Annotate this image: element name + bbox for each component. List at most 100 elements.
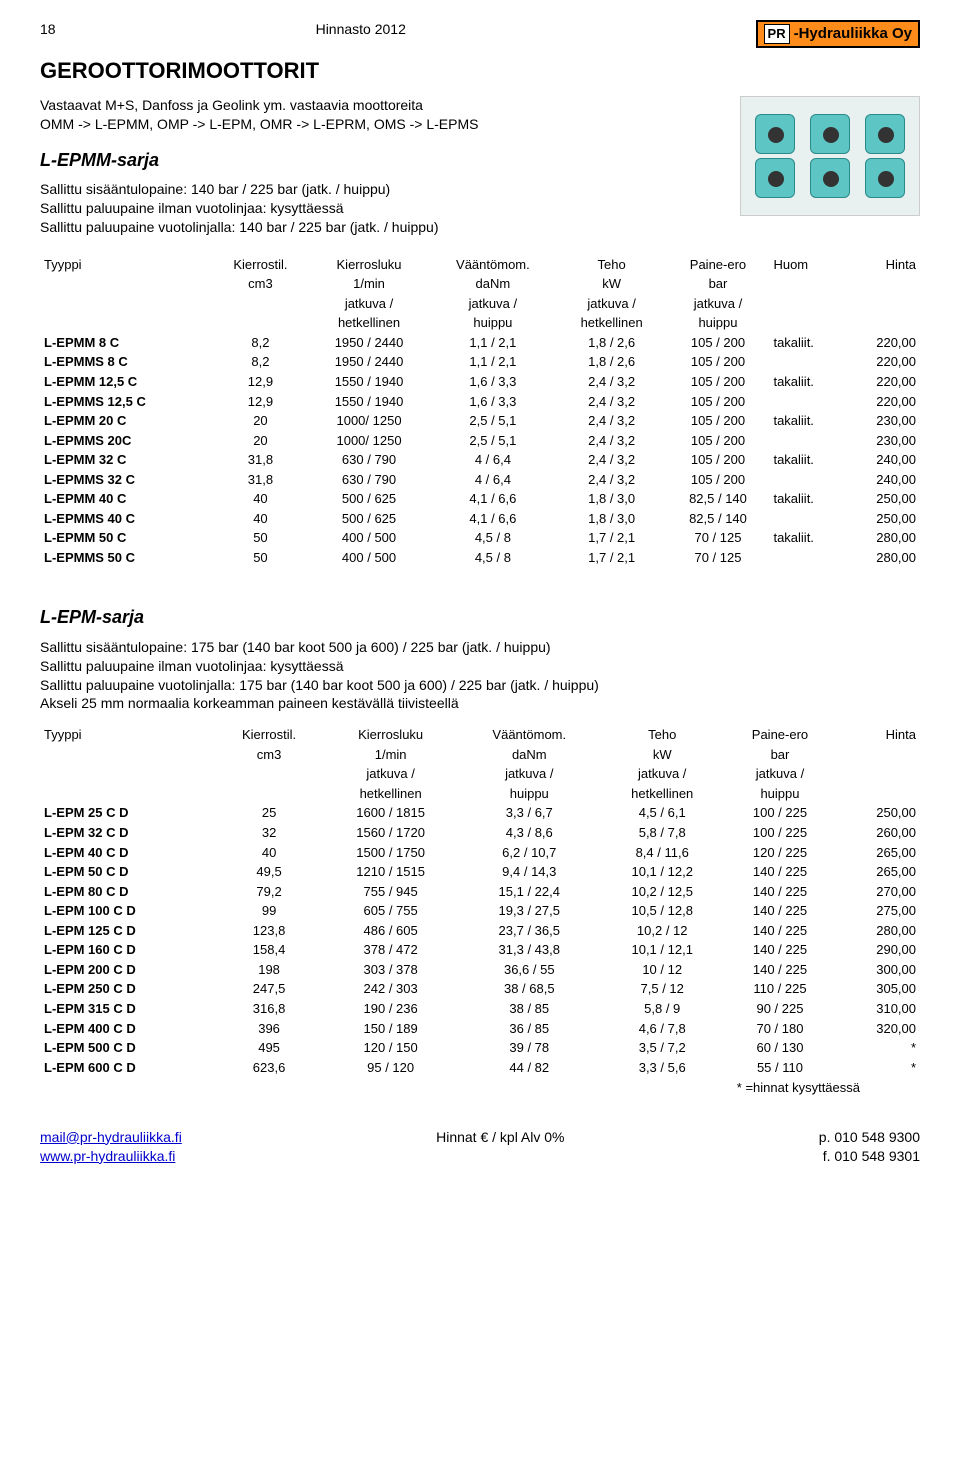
doc-title: Hinnasto 2012 bbox=[316, 20, 406, 39]
intro-block: Vastaavat M+S, Danfoss ja Geolink ym. va… bbox=[40, 96, 478, 134]
column-header: jatkuva / bbox=[667, 294, 770, 314]
column-header: Teho bbox=[557, 255, 667, 275]
table-cell: 8,2 bbox=[212, 352, 309, 372]
column-header: jatkuva / bbox=[309, 294, 429, 314]
table-cell: 2,4 / 3,2 bbox=[557, 470, 667, 490]
column-header: 1/min bbox=[309, 274, 429, 294]
table-row: L-EPMMS 40 C40500 / 6254,1 / 6,61,8 / 3,… bbox=[40, 509, 920, 529]
footer-phone: p. 010 548 9300 bbox=[819, 1129, 920, 1145]
table-cell: 260,00 bbox=[836, 823, 920, 843]
table-cell: 605 / 755 bbox=[324, 901, 458, 921]
table-cell: 49,5 bbox=[215, 862, 324, 882]
table-cell: 105 / 200 bbox=[667, 352, 770, 372]
column-header: Teho bbox=[601, 725, 724, 745]
table-cell: 630 / 790 bbox=[309, 470, 429, 490]
table-cell: 198 bbox=[215, 960, 324, 980]
table-cell: 290,00 bbox=[836, 940, 920, 960]
table-cell: 270,00 bbox=[836, 882, 920, 902]
table-cell: 5,8 / 7,8 bbox=[601, 823, 724, 843]
footer-email-link[interactable]: mail@pr-hydrauliikka.fi bbox=[40, 1129, 182, 1145]
column-header: 1/min bbox=[324, 745, 458, 765]
column-header: hetkellinen bbox=[324, 784, 458, 804]
table-cell: 303 / 378 bbox=[324, 960, 458, 980]
page-title: GEROOTTORIMOOTTORIT bbox=[40, 56, 920, 86]
table-cell: 1,6 / 3,3 bbox=[429, 392, 557, 412]
table-cell: 230,00 bbox=[845, 431, 920, 451]
column-header bbox=[845, 294, 920, 314]
table-row: L-EPM 160 C D158,4378 / 47231,3 / 43,810… bbox=[40, 940, 920, 960]
table-cell: 8,2 bbox=[212, 333, 309, 353]
table-cell: 2,4 / 3,2 bbox=[557, 372, 667, 392]
table-cell: 50 bbox=[212, 548, 309, 568]
table-cell: L-EPMM 20 C bbox=[40, 411, 212, 431]
table-cell: 95 / 120 bbox=[324, 1058, 458, 1078]
table-cell: 55 / 110 bbox=[724, 1058, 837, 1078]
table-cell: 1000/ 1250 bbox=[309, 411, 429, 431]
motor-icon bbox=[755, 114, 795, 154]
table-cell: 105 / 200 bbox=[667, 411, 770, 431]
column-header bbox=[215, 764, 324, 784]
section2-specs: Sallittu sisääntulopaine: 175 bar (140 b… bbox=[40, 638, 920, 714]
table-cell: 10,5 / 12,8 bbox=[601, 901, 724, 921]
table-head: TyyppiKierrostil.KierroslukuVääntömom.Te… bbox=[40, 725, 920, 803]
table-cell: 19,3 / 27,5 bbox=[458, 901, 601, 921]
table-row: L-EPMMS 8 C8,21950 / 24401,1 / 2,11,8 / … bbox=[40, 352, 920, 372]
table-row: L-EPMM 32 C31,8630 / 7904 / 6,42,4 / 3,2… bbox=[40, 450, 920, 470]
spec-line: Sallittu paluupaine ilman vuotolinjaa: k… bbox=[40, 199, 478, 218]
table-cell: 250,00 bbox=[836, 803, 920, 823]
column-header: kW bbox=[557, 274, 667, 294]
column-header: Kierrosluku bbox=[324, 725, 458, 745]
table-cell: 280,00 bbox=[836, 921, 920, 941]
table-row: L-EPMMS 50 C50400 / 5004,5 / 81,7 / 2,17… bbox=[40, 548, 920, 568]
table-cell: 4,1 / 6,6 bbox=[429, 489, 557, 509]
table-cell: 100 / 225 bbox=[724, 823, 837, 843]
table-cell: 265,00 bbox=[836, 843, 920, 863]
column-header bbox=[212, 313, 309, 333]
table-cell: 15,1 / 22,4 bbox=[458, 882, 601, 902]
column-header: Vääntömom. bbox=[429, 255, 557, 275]
motor-icon bbox=[755, 158, 795, 198]
table-cell: * bbox=[836, 1038, 920, 1058]
table-row: L-EPM 100 C D99605 / 75519,3 / 27,510,5 … bbox=[40, 901, 920, 921]
table-cell: 40 bbox=[212, 489, 309, 509]
table-row: L-EPMM 50 C50400 / 5004,5 / 81,7 / 2,170… bbox=[40, 528, 920, 548]
table-cell: 2,4 / 3,2 bbox=[557, 392, 667, 412]
table-cell: L-EPMM 32 C bbox=[40, 450, 212, 470]
table-cell: 4 / 6,4 bbox=[429, 450, 557, 470]
spec-line: Sallittu sisääntulopaine: 175 bar (140 b… bbox=[40, 638, 920, 657]
footer-web-link[interactable]: www.pr-hydrauliikka.fi bbox=[40, 1148, 175, 1164]
column-header bbox=[40, 274, 212, 294]
column-header: Huom bbox=[769, 255, 845, 275]
table-cell: L-EPMM 40 C bbox=[40, 489, 212, 509]
column-header bbox=[40, 745, 215, 765]
table-cell: 305,00 bbox=[836, 979, 920, 999]
table-row: L-EPM 40 C D401500 / 17506,2 / 10,78,4 /… bbox=[40, 843, 920, 863]
table-cell: takaliit. bbox=[769, 411, 845, 431]
table-cell: 10 / 12 bbox=[601, 960, 724, 980]
table-cell: 12,9 bbox=[212, 372, 309, 392]
table-cell: 120 / 225 bbox=[724, 843, 837, 863]
table-row: L-EPM 400 C D396150 / 18936 / 854,6 / 7,… bbox=[40, 1019, 920, 1039]
column-header: Kierrostil. bbox=[212, 255, 309, 275]
column-header: Hinta bbox=[836, 725, 920, 745]
company-logo: PR -Hydrauliikka Oy bbox=[756, 20, 920, 48]
table-cell: takaliit. bbox=[769, 372, 845, 392]
table-cell bbox=[769, 548, 845, 568]
table-cell: 40 bbox=[215, 843, 324, 863]
table-row: L-EPMMS 20C201000/ 12502,5 / 5,12,4 / 3,… bbox=[40, 431, 920, 451]
table-row: L-EPMM 40 C40500 / 6254,1 / 6,61,8 / 3,0… bbox=[40, 489, 920, 509]
table-cell: 2,4 / 3,2 bbox=[557, 411, 667, 431]
table-cell: 1000/ 1250 bbox=[309, 431, 429, 451]
column-header bbox=[769, 274, 845, 294]
page-number: 18 bbox=[40, 20, 56, 39]
table-cell: 320,00 bbox=[836, 1019, 920, 1039]
column-header bbox=[40, 764, 215, 784]
table-cell: L-EPM 50 C D bbox=[40, 862, 215, 882]
motor-icon bbox=[810, 158, 850, 198]
table-cell: 500 / 625 bbox=[309, 509, 429, 529]
table-cell: 190 / 236 bbox=[324, 999, 458, 1019]
table-cell: 20 bbox=[212, 431, 309, 451]
column-header: bar bbox=[667, 274, 770, 294]
table-cell: 70 / 125 bbox=[667, 528, 770, 548]
column-header: jatkuva / bbox=[601, 764, 724, 784]
